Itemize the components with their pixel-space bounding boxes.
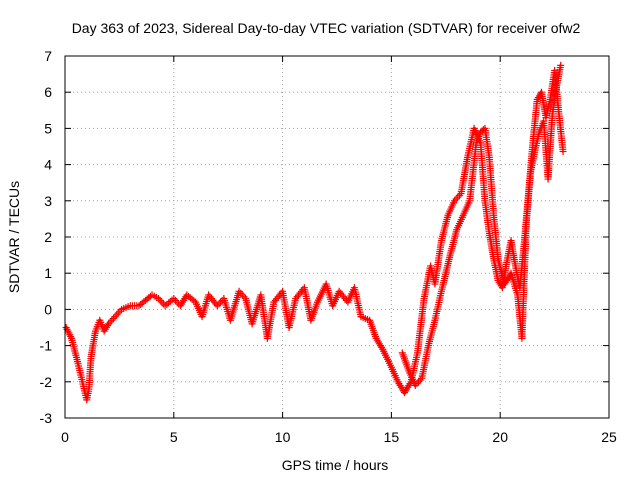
- data-point: [111, 313, 119, 321]
- data-point: [114, 309, 122, 317]
- x-tick-label: 20: [492, 429, 508, 445]
- y-tick-label: -3: [40, 410, 53, 426]
- y-tick-label: 2: [44, 229, 52, 245]
- chart-title: Day 363 of 2023, Sidereal Day-to-day VTE…: [72, 20, 581, 36]
- y-tick-label: 3: [44, 193, 52, 209]
- plot-frame: [64, 55, 610, 419]
- x-tick-label: 15: [384, 429, 400, 445]
- x-tick-label: 0: [61, 429, 69, 445]
- data-point: [215, 300, 223, 308]
- y-axis-label: SDTVAR / TECUs: [6, 181, 22, 293]
- data-point: [171, 296, 179, 304]
- x-tick-label: 25: [601, 429, 617, 445]
- data-point: [109, 314, 117, 322]
- y-tick-label: 0: [44, 301, 52, 317]
- data-point: [113, 311, 121, 319]
- y-tick-label: -2: [40, 374, 53, 390]
- data-point: [108, 316, 116, 324]
- grid: [65, 56, 609, 418]
- axis-ticks: 0 5 10 15 20 25 -3 -2 -1 0 1 2 3 4 5 6 7: [40, 48, 617, 445]
- y-tick-label: -1: [40, 338, 53, 354]
- x-tick-label: 10: [275, 429, 291, 445]
- data-point: [415, 378, 423, 386]
- y-tick-label: 7: [44, 48, 52, 64]
- data-point: [454, 193, 462, 201]
- data-point: [559, 148, 567, 156]
- y-tick-label: 5: [44, 120, 52, 136]
- x-axis-label: GPS time / hours: [282, 457, 389, 473]
- y-tick-label: 6: [44, 84, 52, 100]
- data-points: [62, 61, 567, 404]
- x-tick-label: 5: [170, 429, 178, 445]
- y-tick-label: 4: [44, 157, 52, 173]
- data-point: [557, 61, 565, 69]
- y-tick-label: 1: [44, 265, 52, 281]
